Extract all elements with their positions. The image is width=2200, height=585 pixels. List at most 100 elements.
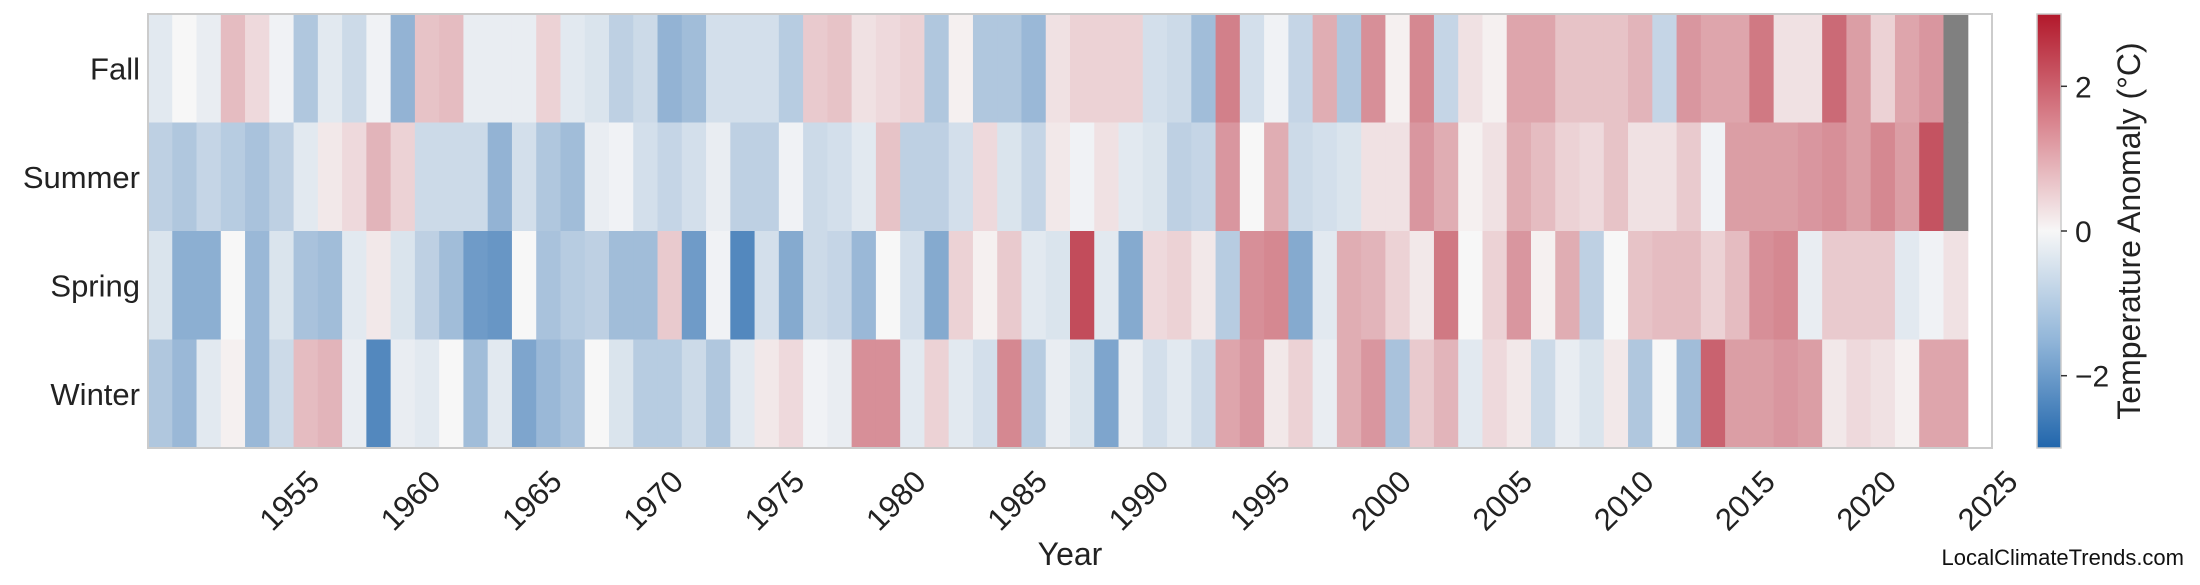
heatmap-cell-spring-1996 [1264,231,1289,341]
heatmap-cell-summer-2005 [1482,122,1508,232]
heatmap-cell-summer-1993 [1191,122,1217,232]
heatmap-cell-winter-1997 [1288,339,1314,449]
heatmap-cell-fall-1984 [972,14,998,124]
heatmap-cell-summer-1994 [1215,122,1241,232]
heatmap-cell-fall-2012 [1652,14,1678,124]
heatmap-cell-summer-1988 [1070,122,1095,232]
heatmap-cell-winter-1968 [584,339,610,449]
heatmap-cell-fall-2016 [1749,14,1775,124]
heatmap-cell-spring-1965 [511,231,537,341]
heatmap-cell-fall-1968 [584,14,610,124]
heatmap-cell-winter-2010 [1603,339,1629,449]
heatmap-cell-fall-2007 [1531,14,1556,124]
heatmap-cell-spring-1998 [1312,231,1338,341]
heatmap-cell-spring-1974 [730,231,756,341]
heatmap-cell-summer-1982 [924,122,950,232]
heatmap-cell-fall-1956 [293,14,319,124]
heatmap-cell-fall-1986 [1021,14,1047,124]
heatmap-cell-fall-1965 [511,14,537,124]
heatmap-cell-summer-1965 [511,122,537,232]
heatmap-cell-winter-2021 [1870,339,1896,449]
heatmap-cell-summer-2007 [1531,122,1556,232]
heatmap-cell-spring-2000 [1361,231,1387,341]
heatmap-cell-fall-2000 [1361,14,1387,124]
colorbar-ticks: −2 0 2 [2061,71,2109,394]
heatmap-cell-fall-2015 [1725,14,1750,124]
heatmap-cell-spring-2019 [1822,231,1848,341]
heatmap-cell-summer-2009 [1579,122,1605,232]
heatmap-cell-winter-2023 [1919,339,1945,449]
heatmap-cell-spring-1984 [972,231,998,341]
heatmap-cell-fall-1974 [730,14,756,124]
heatmap-cell-winter-1952 [196,339,222,449]
heatmap-cell-winter-1992 [1167,339,1192,449]
heatmap-cell-spring-1959 [366,231,392,341]
x-tick-label-1995: 1995 [1223,464,1297,538]
heatmap-cell-winter-2004 [1458,339,1484,449]
heatmap-cell-fall-1958 [342,14,367,124]
heatmap-cell-summer-1964 [487,122,513,232]
heatmap-cell-summer-1953 [220,122,246,232]
heatmap-cell-winter-1990 [1118,339,1144,449]
heatmap-cell-summer-1999 [1336,122,1362,232]
heatmap-cell-spring-1960 [390,231,416,341]
heatmap-cell-summer-2021 [1870,122,1896,232]
heatmap-cell-spring-2020 [1846,231,1872,341]
heatmap-cell-summer-1951 [172,122,198,232]
heatmap-cell-winter-1981 [900,339,926,449]
heatmap-cell-summer-1987 [1045,122,1071,232]
heatmap-cell-spring-1971 [657,231,683,341]
heatmap-cell-summer-1966 [536,122,562,232]
row-labels: Fall Summer Spring Winter [23,51,140,412]
x-tick-label-2000: 2000 [1344,464,1418,538]
heatmap-cell-winter-2008 [1555,339,1581,449]
heatmap-cell-winter-1987 [1045,339,1071,449]
heatmap-cell-spring-1951 [172,231,198,341]
heatmap-cell-winter-1998 [1312,339,1338,449]
heatmap-cell-spring-1990 [1118,231,1144,341]
heatmap-cell-winter-2011 [1628,339,1653,449]
heatmap-cell-winter-2009 [1579,339,1605,449]
heatmap-cell-fall-1954 [245,14,270,124]
heatmap-cell-summer-2013 [1676,122,1702,232]
heatmap-cell-winter-1979 [851,339,877,449]
heatmap-cell-winter-1963 [463,339,489,449]
heatmap-cell-spring-2003 [1433,231,1459,341]
heatmap-cell-summer-2015 [1725,122,1750,232]
heatmap-cell-winter-1966 [536,339,562,449]
heatmap-cell-fall-2003 [1433,14,1459,124]
heatmap-cell-summer-1979 [851,122,877,232]
heatmap-cell-fall-1951 [172,14,198,124]
heatmap-cell-winter-1988 [1070,339,1095,449]
x-tick-label-1955: 1955 [253,464,327,538]
x-tick-label-1965: 1965 [495,464,569,538]
heatmap-cell-winter-1953 [220,339,246,449]
heatmap-cell-fall-1991 [1142,14,1168,124]
heatmap-cell-winter-1982 [924,339,950,449]
heatmap-cell-summer-1960 [390,122,416,232]
heatmap-cell-winter-2016 [1749,339,1775,449]
heatmap-cell-winter-2024 [1943,339,1969,449]
heatmap-cell-winter-2014 [1700,339,1726,449]
heatmap-cell-spring-1957 [317,231,343,341]
heatmap-cell-summer-2006 [1506,122,1532,232]
heatmap-cell-spring-1977 [803,231,828,341]
heatmap-cell-spring-1995 [1239,231,1265,341]
heatmap-cell-spring-2002 [1409,231,1435,341]
heatmap-cell-spring-2004 [1458,231,1484,341]
heatmap-cell-winter-1991 [1142,339,1168,449]
heatmap-cell-fall-1962 [439,14,465,124]
heatmap-cell-summer-1980 [875,122,901,232]
colorbar-tick-label: −2 [2075,361,2109,394]
heatmap-cell-summer-1975 [754,122,780,232]
heatmap-cell-winter-1986 [1021,339,1047,449]
heatmap-cell-fall-1966 [536,14,562,124]
heatmap-cell-summer-1978 [827,122,853,232]
heatmap-cell-summer-1962 [439,122,465,232]
heatmap-cell-fall-2001 [1385,14,1411,124]
heatmap-cell-fall-2019 [1822,14,1848,124]
heatmap-cell-spring-2024 [1943,231,1969,341]
heatmap-cell-fall-1953 [220,14,246,124]
heatmap-cell-winter-2000 [1361,339,1387,449]
heatmap-cell-spring-1953 [220,231,246,341]
